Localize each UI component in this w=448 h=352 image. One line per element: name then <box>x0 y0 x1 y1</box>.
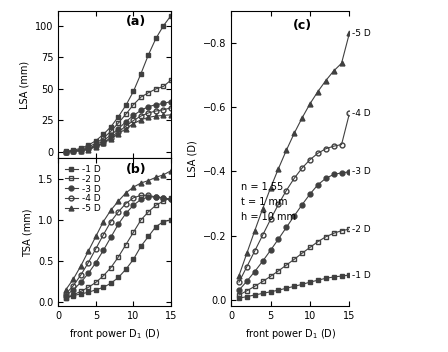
Text: (c): (c) <box>293 19 312 32</box>
Text: -4 D: -4 D <box>352 109 370 118</box>
Legend: -1 D, -2 D, -3 D, -4 D, -5 D: -1 D, -2 D, -3 D, -4 D, -5 D <box>63 163 102 215</box>
X-axis label: front power D$_1$ (D): front power D$_1$ (D) <box>69 327 160 341</box>
Text: -1 D: -1 D <box>352 271 370 279</box>
Text: (a): (a) <box>126 15 146 28</box>
Text: n = 1.55
t = 1 mm
h = 10 mm: n = 1.55 t = 1 mm h = 10 mm <box>241 182 296 222</box>
Y-axis label: LSA (mm): LSA (mm) <box>19 61 30 108</box>
X-axis label: front power D$_1$ (D): front power D$_1$ (D) <box>245 327 336 341</box>
Text: (b): (b) <box>126 163 146 176</box>
Text: -5 D: -5 D <box>352 29 370 38</box>
Text: -2 D: -2 D <box>352 225 370 234</box>
Y-axis label: LSA (D): LSA (D) <box>187 140 197 177</box>
Y-axis label: TSA (mm): TSA (mm) <box>22 208 32 257</box>
Text: -3 D: -3 D <box>352 168 370 176</box>
